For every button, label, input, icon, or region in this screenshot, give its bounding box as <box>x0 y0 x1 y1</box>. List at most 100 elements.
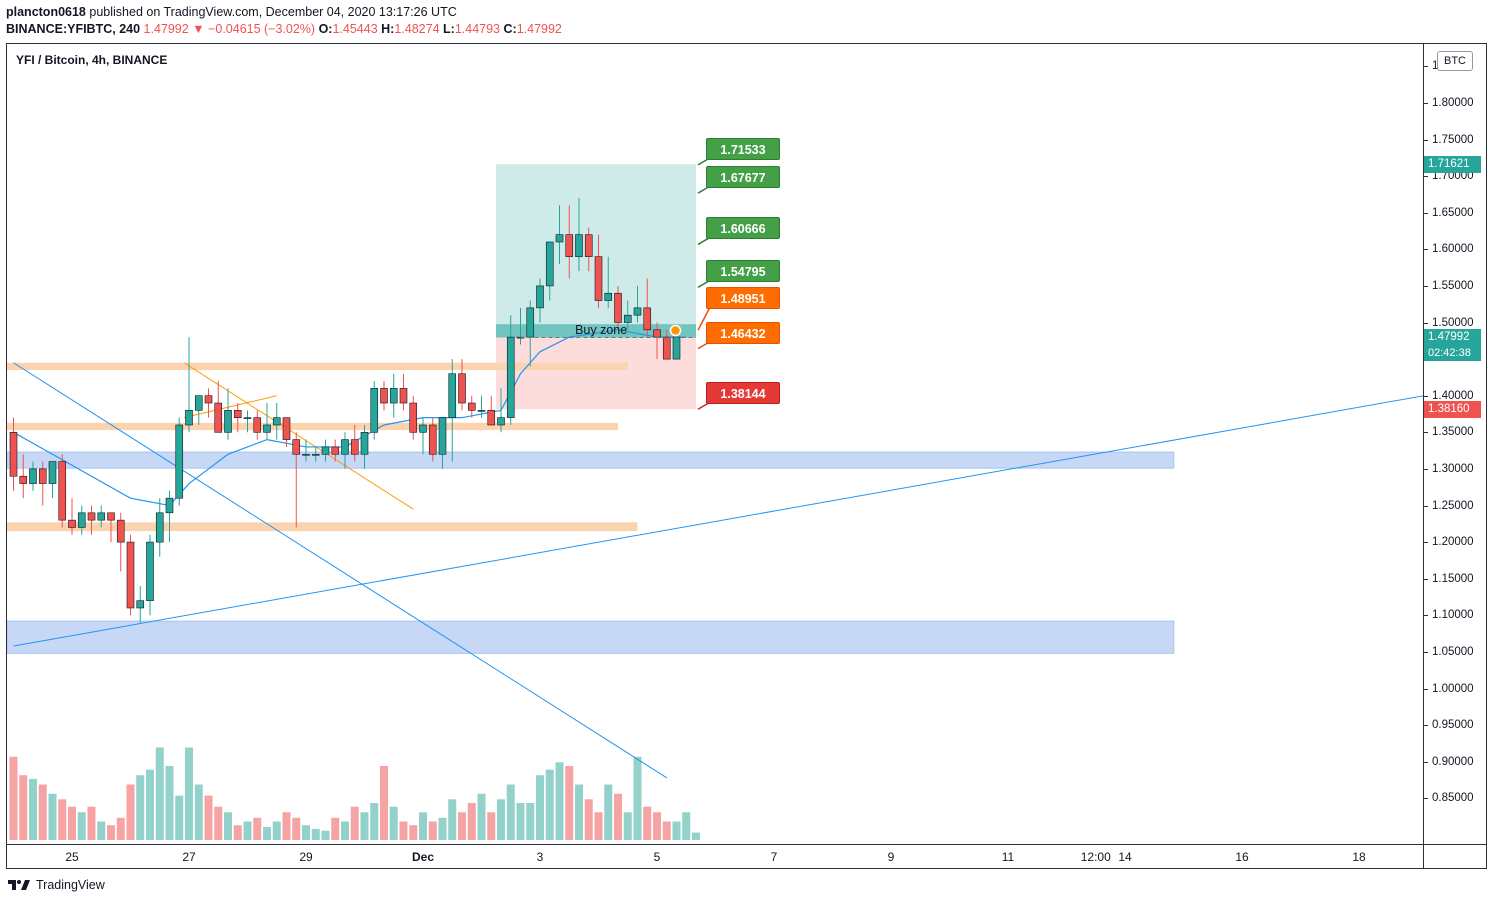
price-tick-mark <box>1424 798 1428 800</box>
trendline-3 <box>13 362 668 779</box>
price-tick-mark <box>1424 542 1428 544</box>
author-name[interactable]: plancton0618 <box>6 5 86 19</box>
price-tick-label: 0.95000 <box>1432 719 1474 732</box>
price-tick-label: 1.30000 <box>1432 462 1474 475</box>
price-tick-mark <box>1424 688 1428 690</box>
candle-body <box>477 410 486 412</box>
volume-bar <box>458 812 466 840</box>
currency-button[interactable]: BTC <box>1437 51 1473 71</box>
candle-body <box>584 234 593 257</box>
candle-body <box>224 410 232 433</box>
volume-bar <box>555 762 564 840</box>
trendline-2 <box>13 395 1423 647</box>
time-tick-label: 7 <box>770 850 778 864</box>
candle-body <box>575 234 583 257</box>
price-tick-mark <box>1424 249 1428 251</box>
volume-bar <box>68 806 76 840</box>
price-tick-mark <box>1424 322 1428 324</box>
target-price-tag: 1.71621 <box>1424 155 1481 173</box>
candle-body <box>126 541 135 609</box>
time-tick-label: 12:00 <box>1080 850 1111 864</box>
volume-bar <box>614 793 622 840</box>
time-tick-label: 18 <box>1352 850 1366 864</box>
target-zone <box>496 164 696 338</box>
price-callout[interactable]: 1.48951 <box>706 287 780 310</box>
candle-body <box>350 439 359 455</box>
volume-bar <box>370 803 379 840</box>
volume-bar <box>672 821 681 840</box>
volume-bar <box>448 799 457 840</box>
tradingview-logo-icon[interactable] <box>8 878 30 892</box>
candle-body <box>253 417 262 433</box>
price-tick-mark <box>1424 725 1428 727</box>
price-axis-border <box>1423 44 1424 868</box>
open-value: 1.45443 <box>332 22 378 36</box>
price-chart[interactable] <box>7 44 1423 844</box>
price-callout[interactable]: 1.46432 <box>706 321 780 344</box>
candle-body <box>604 292 613 301</box>
volume-bar <box>623 812 632 840</box>
volume-bar <box>575 784 583 840</box>
time-axis-border <box>7 844 1486 845</box>
candle-body <box>331 446 340 455</box>
publish-info: published on TradingView.com, December 0… <box>89 5 457 19</box>
price-tick-mark <box>1424 505 1428 507</box>
price-tick-mark <box>1424 615 1428 617</box>
volume-bar <box>204 795 213 840</box>
candle-body <box>107 512 115 521</box>
candle-body <box>214 402 223 433</box>
volume-bar <box>224 812 232 840</box>
price-callout[interactable]: 1.67677 <box>706 166 780 189</box>
volume-bar <box>214 806 223 840</box>
price-callout[interactable]: 1.71533 <box>706 137 780 160</box>
volume-bar <box>506 784 515 840</box>
price-tick-mark <box>1424 395 1428 397</box>
volume-bar <box>389 806 398 840</box>
volume-bar <box>48 793 57 840</box>
time-tick-label: 27 <box>182 850 196 864</box>
volume-bar <box>272 821 281 840</box>
candle-body <box>555 234 564 243</box>
price-tick-label: 1.50000 <box>1432 316 1474 329</box>
price-tick-mark <box>1424 651 1428 653</box>
volume-bar <box>604 784 613 840</box>
volume-bar <box>9 756 18 840</box>
candle-body <box>341 439 349 455</box>
time-tick-label: 16 <box>1235 850 1249 864</box>
candle-body <box>428 424 437 455</box>
last-price: 1.47992 <box>143 22 189 36</box>
price-tick-label: 1.20000 <box>1432 536 1474 549</box>
price-callout[interactable]: 1.60666 <box>706 217 780 240</box>
price-tick-label: 1.15000 <box>1432 572 1474 585</box>
volume-bar <box>243 821 252 840</box>
candle-body <box>48 461 57 484</box>
price-tick-label: 1.05000 <box>1432 645 1474 658</box>
price-tick-label: 1.75000 <box>1432 133 1474 146</box>
price-callout[interactable]: 1.38144 <box>706 382 780 405</box>
volume-bar <box>380 766 388 840</box>
volume-bar <box>107 825 115 840</box>
volume-bar <box>77 812 86 840</box>
volume-bar <box>428 821 437 840</box>
price-callout[interactable]: 1.54795 <box>706 260 780 283</box>
price-tick-label: 1.25000 <box>1432 499 1474 512</box>
candle-body <box>545 241 554 287</box>
candle-body <box>175 424 184 499</box>
candle-body <box>155 512 164 543</box>
volume-bar <box>311 828 320 840</box>
price-tick-label: 0.90000 <box>1432 755 1474 768</box>
candle-body <box>263 424 271 433</box>
time-tick-label: Dec <box>411 850 435 864</box>
candle-body <box>409 402 418 433</box>
volume-bar <box>155 747 164 840</box>
symbol-line: BINANCE:YFIBTC, 240 1.47992 ▼ −0.04615 (… <box>6 22 562 36</box>
volume-bar <box>662 821 671 840</box>
candle-body <box>633 307 642 316</box>
volume-bar <box>633 756 642 840</box>
candle-body <box>487 410 496 426</box>
volume-bar <box>594 812 603 840</box>
footer-brand[interactable]: TradingView <box>36 878 105 892</box>
volume-bar <box>58 799 67 840</box>
volume-bar <box>682 812 691 840</box>
candle-body <box>419 424 427 433</box>
